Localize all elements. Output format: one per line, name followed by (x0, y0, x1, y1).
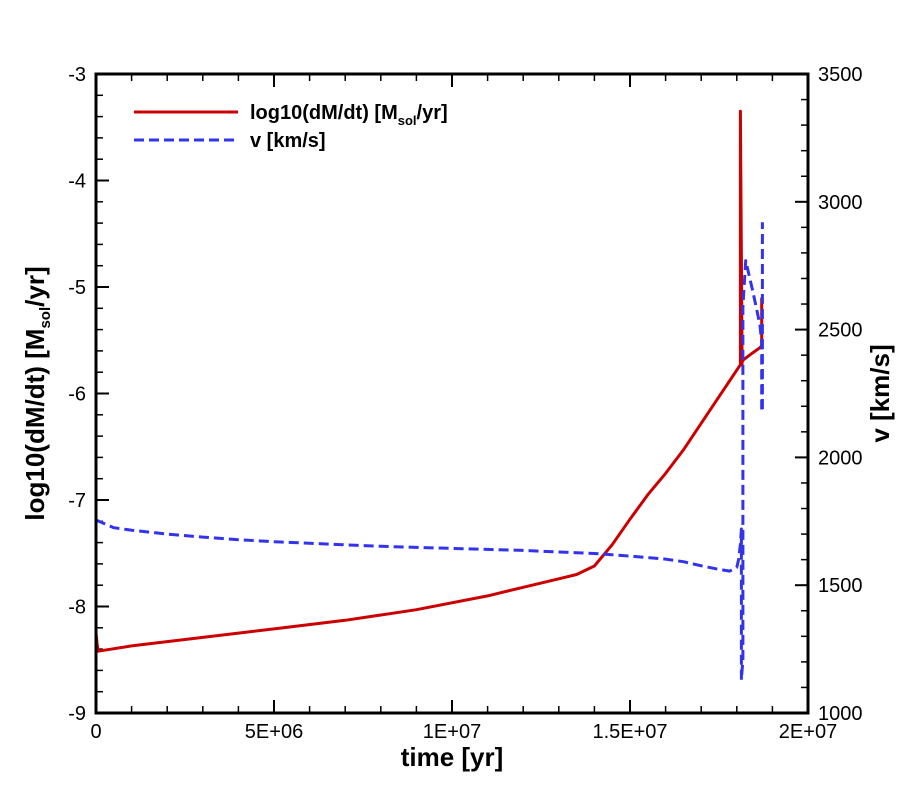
x-tick-label: 5E+06 (245, 721, 303, 743)
y-left-tick-label: -5 (68, 277, 86, 299)
plot-frame (94, 72, 810, 715)
y-right-tick-label: 1500 (818, 575, 863, 597)
x-tick-label: 1E+07 (423, 721, 481, 743)
x-tick-label: 0 (90, 721, 101, 743)
y-left-axis-title: log10(dM/dt) [Msol/yr] (20, 266, 54, 520)
y-left-tick-label: -3 (68, 64, 86, 86)
x-tick-label: 1.5E+07 (592, 721, 667, 743)
series-layer (94, 109, 764, 682)
series-line-velocity (95, 222, 764, 682)
y-right-tick-label: 2500 (818, 320, 863, 342)
y-right-axis-title: v [km/s] (865, 344, 895, 442)
x-axis-title: time [yr] (401, 742, 504, 772)
y-left-tick-label: -7 (68, 490, 86, 512)
tick-labels: 0 5E+06 1E+07 1.5E+07 2E+07 -3 -4 -5 -6 -7 -8 -9 100… (68, 64, 862, 743)
y-left-tick-label: -9 (68, 703, 86, 725)
major-ticks (95, 73, 809, 714)
legend: log10(dM/dt) [Msol/yr] v [km/s] (134, 102, 448, 152)
y-right-tick-label: 3000 (818, 192, 863, 214)
legend-label-dmdt: log10(dM/dt) [Msol/yr] (250, 102, 448, 128)
y-left-tick-label: -4 (68, 171, 86, 193)
y-left-tick-label: -8 (68, 597, 86, 619)
y-left-tick-label: -6 (68, 384, 86, 406)
x-tick-label: 2E+07 (779, 721, 837, 743)
minor-ticks (95, 73, 809, 714)
series-line-dmdt (94, 109, 764, 653)
y-right-tick-label: 1000 (818, 703, 863, 725)
y-right-tick-label: 2000 (818, 447, 863, 469)
y-right-tick-label: 3500 (818, 64, 863, 86)
legend-label-velocity: v [km/s] (250, 130, 326, 152)
